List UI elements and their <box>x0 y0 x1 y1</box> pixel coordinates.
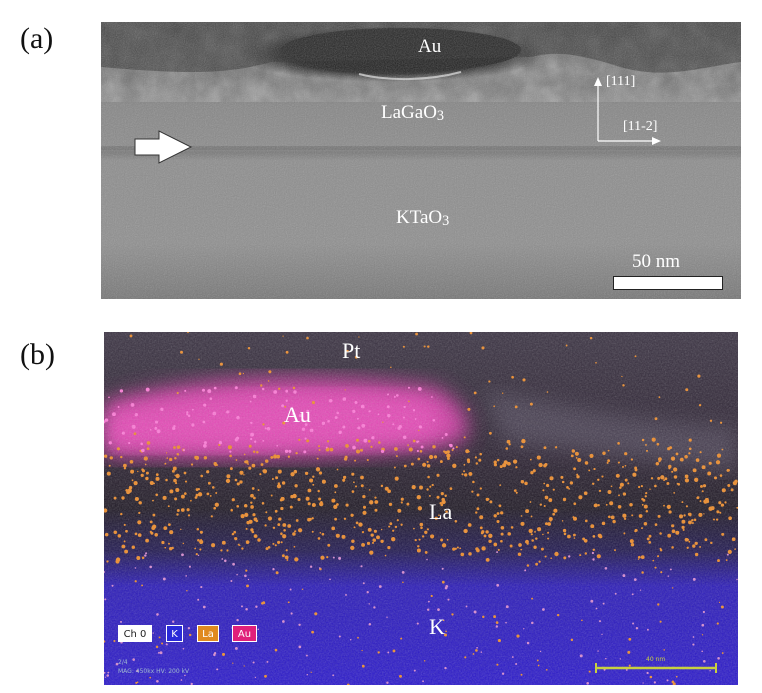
lagao3-sub: 3 <box>436 108 445 125</box>
legend-au: Au <box>232 625 257 642</box>
tem-image <box>101 22 741 299</box>
lagao3-layer-label: LaGaO3 <box>381 102 444 125</box>
ktao3-layer-label: KTaO3 <box>396 207 449 230</box>
legend-la: La <box>197 625 219 642</box>
ktao3-sub: 3 <box>442 213 450 230</box>
ktao3-text: KTaO <box>396 207 443 228</box>
eds-map-panel: Pt Au La K Ch 0 K La Au 2/4 MAG: 450kx H… <box>104 332 738 685</box>
au-element-label: Au <box>284 402 311 427</box>
la-element-label: La <box>429 499 453 524</box>
panel-a-label: (a) <box>20 22 54 55</box>
eds-scale-bar-label: 40 nm <box>646 656 666 663</box>
corner-info-line2: MAG: 450kx HV: 200 kV <box>118 668 190 675</box>
direction-11-2-label: [11-2] <box>623 119 658 134</box>
corner-info-line1: 2/4 <box>118 659 128 666</box>
lagao3-text: LaGaO <box>381 102 437 123</box>
legend-k: K <box>166 625 183 642</box>
k-element-label: K <box>429 614 445 639</box>
interface-arrow-icon <box>134 130 193 164</box>
scale-bar-label: 50 nm <box>632 251 681 272</box>
scale-bar <box>613 276 723 290</box>
au-layer-label: Au <box>418 36 442 57</box>
direction-111-label: [111] <box>606 74 636 89</box>
panel-b-label: (b) <box>20 338 55 371</box>
tem-image-panel: Au LaGaO3 KTaO3 [111] [11-2] 50 nm <box>101 22 741 299</box>
legend-ch0: Ch 0 <box>118 625 152 642</box>
pt-element-label: Pt <box>342 338 361 363</box>
